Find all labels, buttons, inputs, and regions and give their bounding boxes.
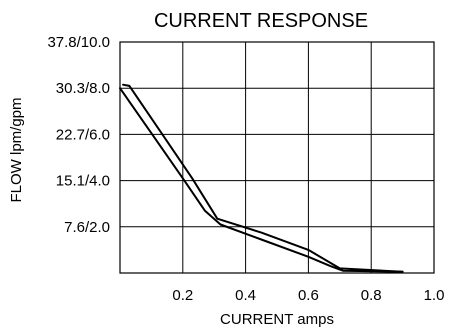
plot-frame [119,41,435,274]
x-tick-label: 1.0 [424,287,445,304]
series-line-2 [122,83,404,273]
y-axis-label: FLOW lpm/gpm [8,97,25,202]
chart-title: CURRENT RESPONSE [154,10,368,32]
x-tick-label: 0.6 [298,287,319,304]
x-tick-label: 0.4 [235,287,256,304]
x-axis-ticks: 0.2 0.4 0.6 0.8 1.0 [172,287,444,304]
y-tick-label: 15.1/4.0 [56,173,110,190]
x-tick-label: 0.8 [361,287,382,304]
y-axis-ticks: 7.6/2.0 15.1/4.0 22.7/6.0 30.3/8.0 37.8/10.0 [47,34,110,236]
y-tick-label: 37.8/10.0 [47,34,110,51]
x-tick-label: 0.2 [172,287,193,304]
y-tick-label: 22.7/6.0 [56,126,110,143]
series-line-1 [119,87,404,273]
series-layer [119,83,404,273]
x-axis-label: CURRENT amps [220,311,334,328]
y-tick-label: 30.3/8.0 [56,80,110,97]
grid-lines [120,42,434,273]
y-tick-label: 7.6/2.0 [64,219,110,236]
